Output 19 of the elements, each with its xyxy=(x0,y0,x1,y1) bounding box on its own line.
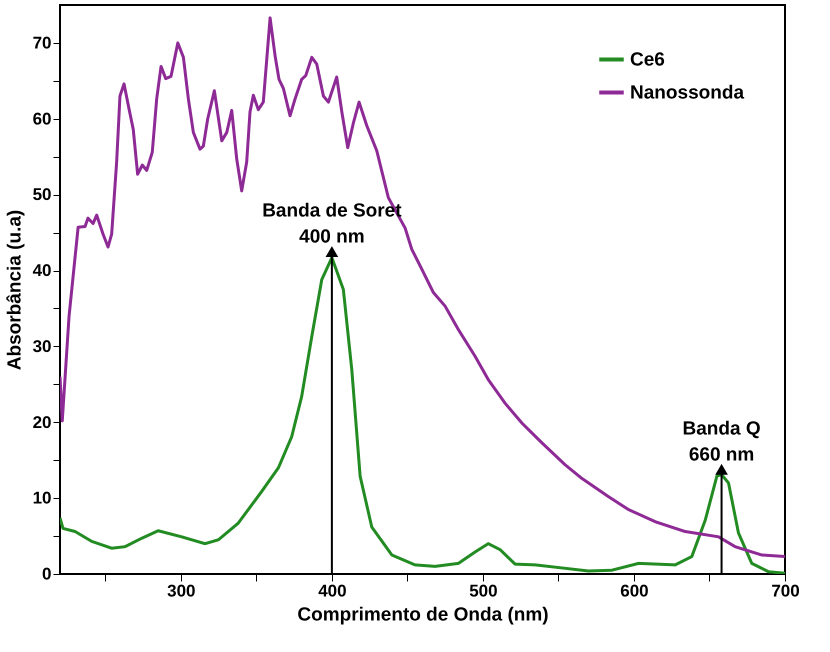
annotation: Banda Q 660 nm xyxy=(682,418,761,466)
x-tick-label: 300 xyxy=(167,582,196,600)
y-tick-label: 10 xyxy=(32,488,52,508)
x-axis-title: Comprimento de Onda (nm) xyxy=(297,604,549,626)
y-tick-label: 60 xyxy=(32,109,52,128)
x-tick-label: 700 xyxy=(771,582,800,600)
y-tick-label: 40 xyxy=(32,261,52,280)
line-series xyxy=(60,16,785,558)
x-tick-label: 500 xyxy=(469,582,498,600)
y-tick-label: 70 xyxy=(32,33,52,52)
legend-label: Nanossonda xyxy=(630,82,744,104)
legend-label: Ce6 xyxy=(630,50,665,70)
x-tick-label: 600 xyxy=(620,582,649,600)
x-tick-label: 400 xyxy=(318,582,347,600)
y-tick-label: 30 xyxy=(32,336,52,356)
y-tick-label: 50 xyxy=(32,185,52,204)
y-axis-title: Absorbância (u.a) xyxy=(4,210,26,370)
y-tick-label: 0 xyxy=(42,564,52,584)
y-tick-label: 20 xyxy=(32,412,52,432)
